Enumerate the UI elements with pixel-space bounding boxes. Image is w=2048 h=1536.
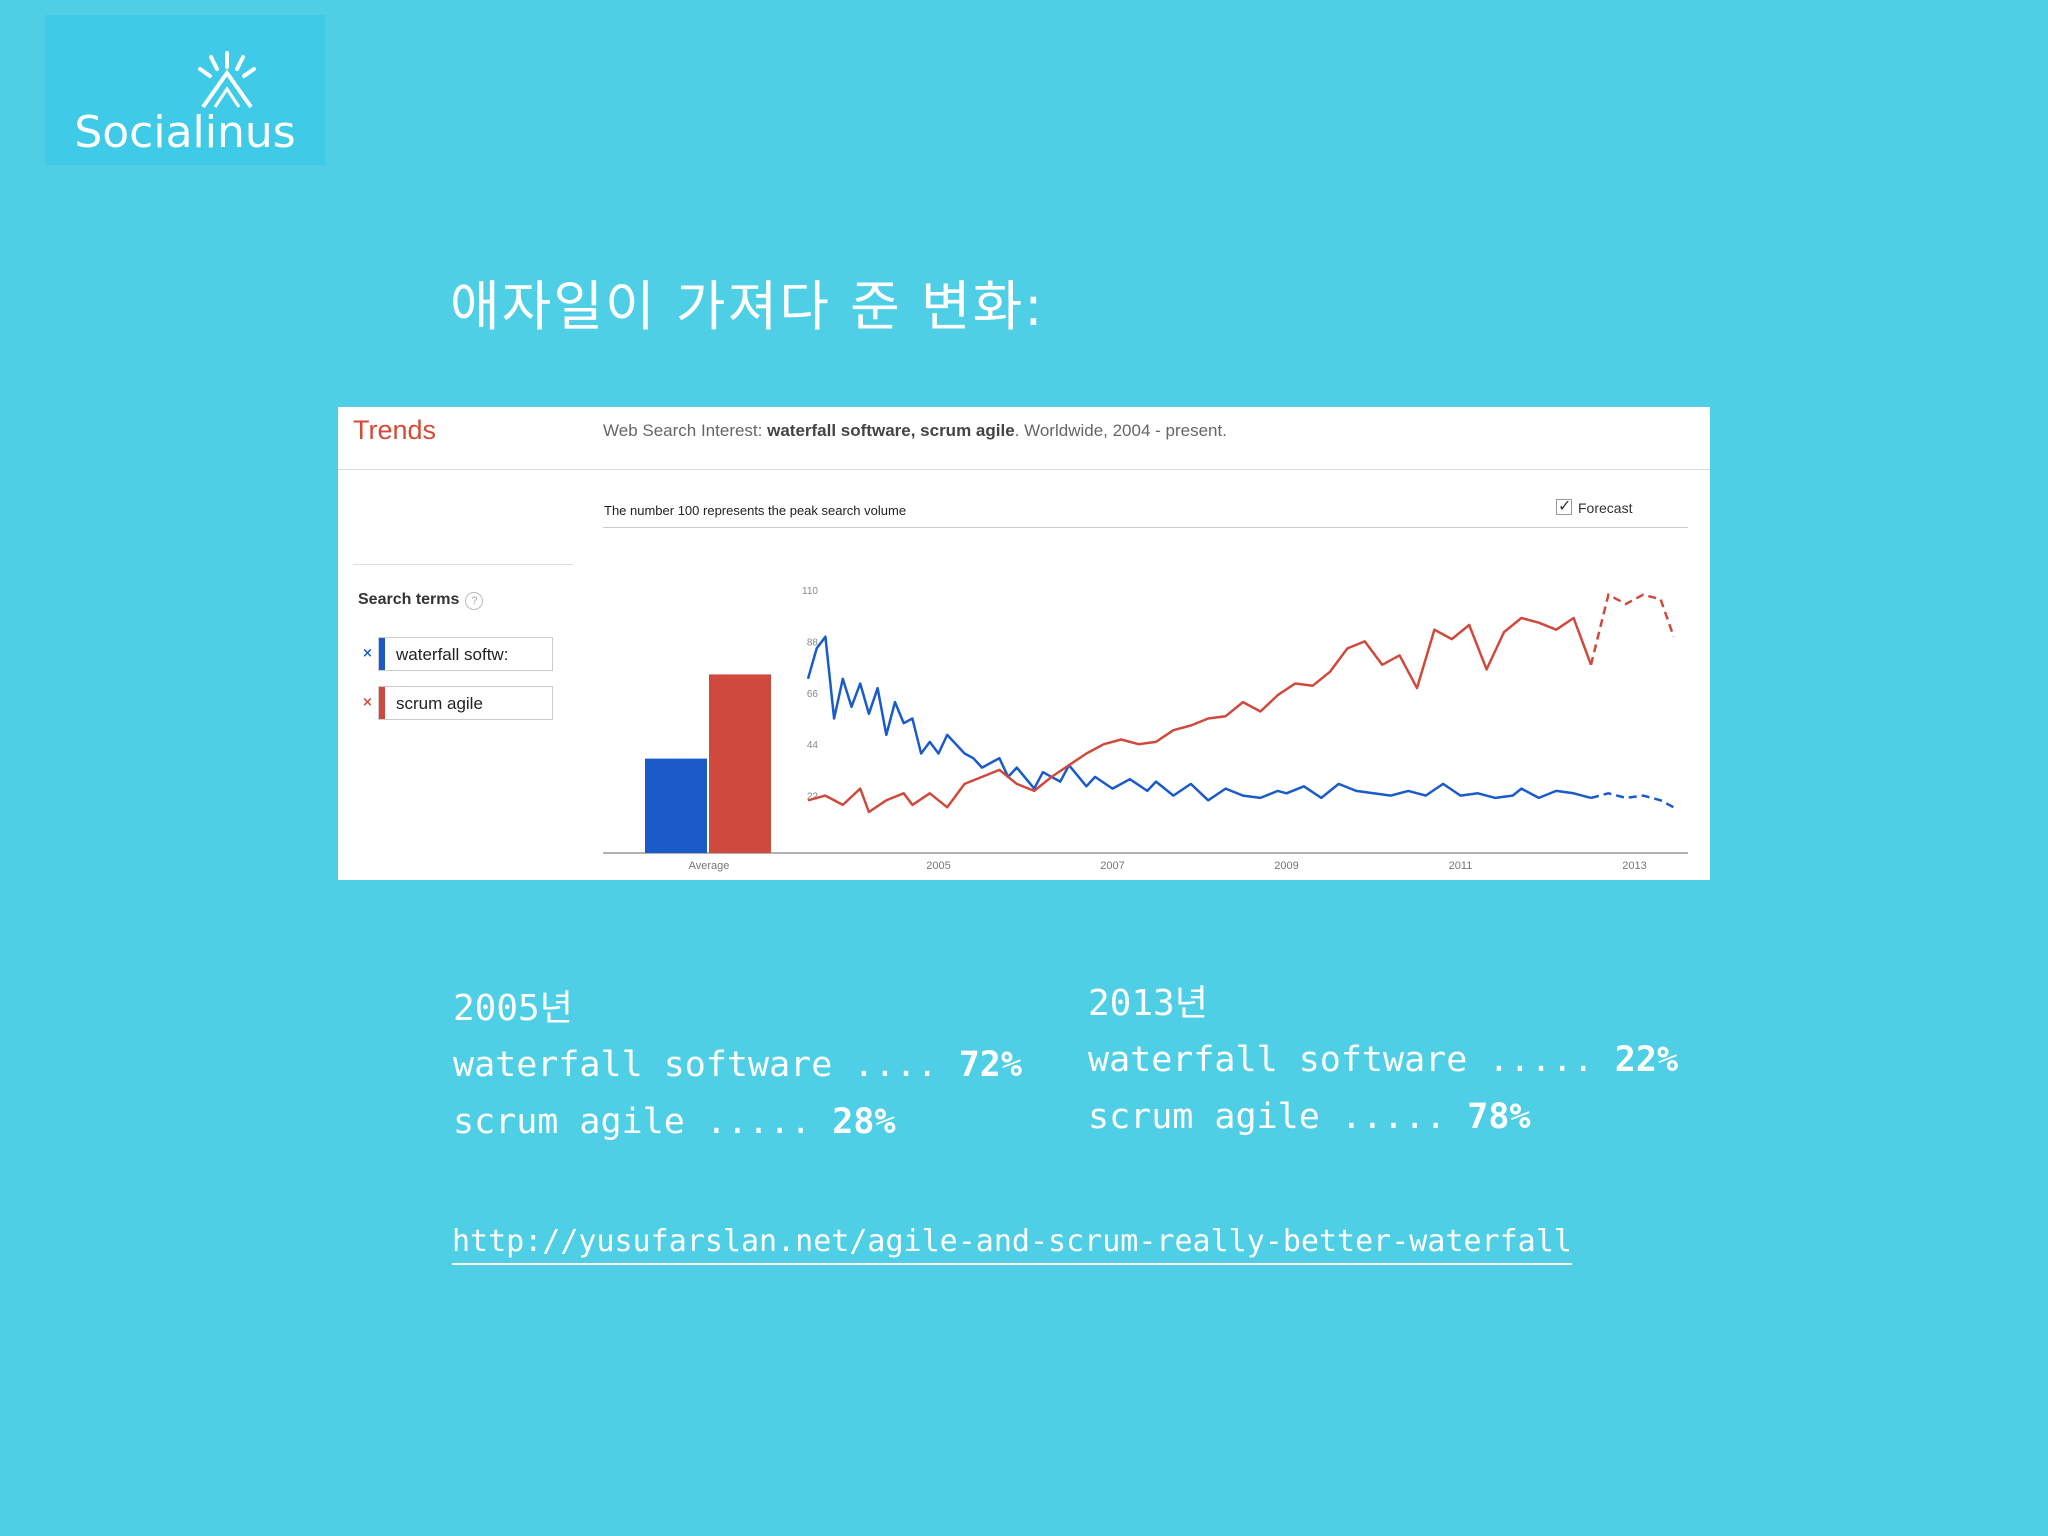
checkbox-icon[interactable] — [1556, 496, 1572, 516]
chart-top-divider — [603, 527, 1688, 528]
y-tick-label: 44 — [807, 740, 819, 751]
trends-header: Web Search Interest: waterfall software,… — [603, 421, 1227, 441]
header-terms: waterfall software, scrum agile — [767, 421, 1015, 440]
logo-text: Socialinus — [74, 107, 296, 158]
stat-text: waterfall software ..... — [1088, 1040, 1615, 1080]
source-link[interactable]: http://yusufarslan.net/agile-and-scrum-r… — [452, 1224, 1572, 1265]
series-line-scrum — [807, 616, 1593, 814]
stats-scrum: scrum agile ..... 28% — [453, 1094, 1022, 1151]
search-terms-heading: Search terms? — [358, 591, 484, 610]
stats-waterfall: waterfall software .... 72% — [453, 1037, 1022, 1094]
y-tick-label: 110 — [802, 586, 818, 597]
stat-value: 28% — [832, 1102, 896, 1142]
search-terms-label: Search terms — [358, 591, 460, 608]
trend-chart: 22 44 66 88 110 2005 2007 2009 2011 2013 Average — [603, 586, 1688, 872]
x-tick-label: 2011 — [1449, 860, 1473, 872]
remove-icon[interactable]: × — [362, 695, 373, 710]
stats-2013: 2013년 waterfall software ..... 22% scrum… — [1088, 975, 1678, 1146]
x-tick-label: 2013 — [1622, 860, 1646, 872]
help-icon[interactable]: ? — [465, 592, 484, 610]
google-trends-screenshot: Trends Web Search Interest: waterfall so… — [338, 407, 1710, 880]
y-tick-label: 66 — [807, 689, 819, 700]
stats-waterfall: waterfall software ..... 22% — [1088, 1032, 1678, 1089]
term-field[interactable]: scrum agile — [378, 686, 553, 720]
search-term-scrum[interactable]: × scrum agile — [358, 686, 558, 722]
stats-year: 2013년 — [1088, 983, 1208, 1024]
average-label: Average — [689, 860, 730, 872]
stats-scrum: scrum agile ..... 78% — [1088, 1089, 1678, 1146]
term-label: scrum agile — [396, 694, 483, 713]
stat-text: waterfall software .... — [453, 1045, 959, 1085]
search-term-waterfall[interactable]: × waterfall softw: — [358, 637, 558, 673]
header-divider — [338, 469, 1710, 470]
trends-logo: Trends — [353, 415, 437, 445]
term-label: waterfall softw: — [396, 645, 509, 664]
stat-text: scrum agile ..... — [453, 1102, 833, 1142]
stat-value: 78% — [1467, 1097, 1531, 1137]
slide-title: 애자일이 가져다 준 변화: — [450, 275, 1045, 338]
stat-value: 22% — [1614, 1040, 1679, 1080]
stats-2005: 2005년 waterfall software .... 72% scrum … — [453, 980, 1022, 1151]
x-tick-label: 2005 — [926, 860, 950, 872]
forecast-label: Forecast — [1578, 500, 1633, 516]
x-tick-label: 2007 — [1100, 860, 1124, 872]
forecast-line-waterfall — [1590, 792, 1675, 809]
y-tick-label: 22 — [807, 792, 819, 803]
header-prefix: Web Search Interest: — [603, 421, 768, 440]
stats-year: 2005년 — [453, 988, 573, 1029]
term-color-bar — [379, 687, 385, 719]
remove-icon[interactable]: × — [362, 646, 373, 661]
average-bar-scrum — [709, 674, 771, 853]
stat-text: scrum agile ..... — [1088, 1097, 1468, 1137]
peak-note: The number 100 represents the peak searc… — [604, 503, 907, 518]
socialinus-logo: Socialinus — [45, 15, 325, 165]
term-color-bar — [379, 638, 385, 670]
x-tick-label: 2009 — [1274, 860, 1298, 872]
series-line-waterfall — [806, 635, 1592, 802]
forecast-line-scrum — [1589, 592, 1675, 666]
stat-value: 72% — [958, 1045, 1022, 1085]
term-field[interactable]: waterfall softw: — [378, 637, 553, 671]
average-bar-waterfall — [645, 758, 707, 853]
header-suffix: . Worldwide, 2004 - present. — [1014, 421, 1227, 440]
sun-mountain-icon — [198, 51, 256, 109]
forecast-toggle[interactable]: Forecast — [1556, 496, 1633, 516]
sidebar-divider — [353, 564, 573, 565]
y-tick-label: 88 — [807, 637, 819, 648]
